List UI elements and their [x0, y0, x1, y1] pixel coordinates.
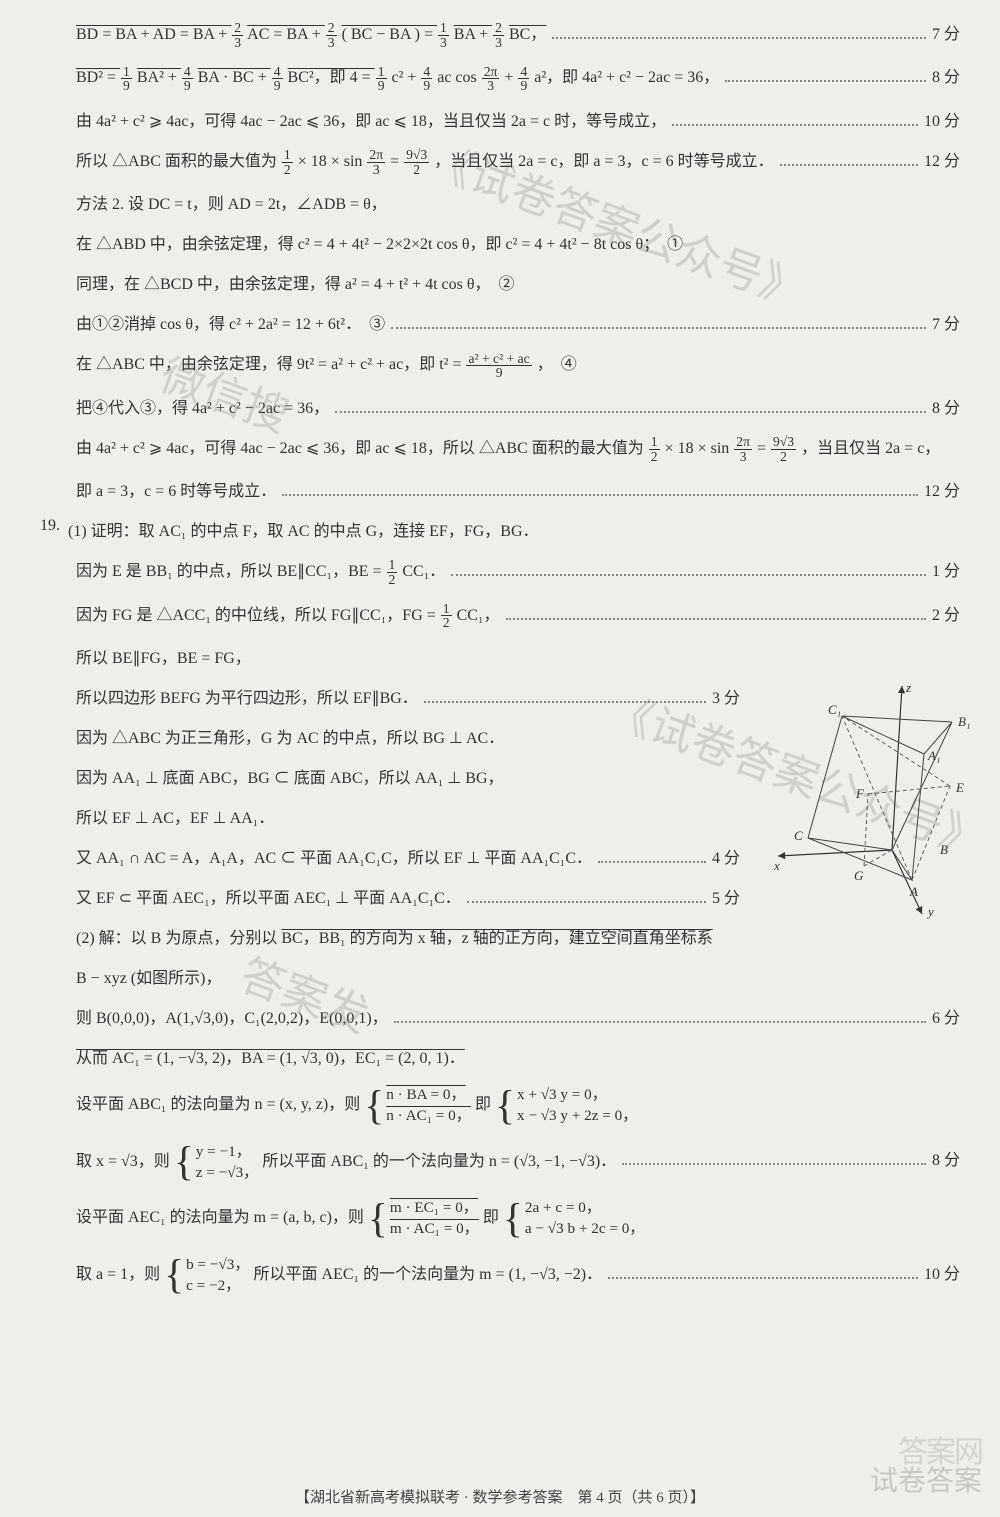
svg-text:A: A: [909, 884, 918, 899]
solution-line: 由 4a² + c² ⩾ 4ac，可得 4ac − 2ac ⩽ 36，即 ac …: [40, 434, 960, 463]
solution-line: 方法 2. 设 DC = t，则 AD = 2t，∠ADB = θ，: [40, 190, 960, 216]
score: 12 分: [924, 477, 960, 501]
score: 8 分: [932, 63, 960, 87]
score: 3 分: [712, 684, 740, 708]
solution-line: 设平面 ABC₁ 的法向量为 n = (x, y, z)，则 {n · BA =…: [40, 1084, 960, 1127]
svg-text:z: z: [905, 680, 911, 695]
score: 8 分: [932, 1146, 960, 1170]
coordinate-diagram: B₁ A₁ C₁ E F B A C G z x y: [772, 680, 972, 920]
score: 5 分: [712, 884, 740, 908]
svg-text:G: G: [854, 868, 864, 883]
score: 4 分: [712, 844, 740, 868]
solution-line: 因为 E 是 BB₁ 的中点，所以 BE∥CC₁，BE = 12 CC₁． 1 …: [40, 557, 960, 586]
score: 10 分: [924, 107, 960, 131]
vec-bd: BD = BA + AD = BA +: [76, 26, 231, 43]
solution-line: BD² = 19 BA² + 49 BA · BC + 49 BC²，即 4 =…: [40, 63, 960, 92]
score: 8 分: [932, 394, 960, 418]
svg-text:B₁: B₁: [958, 714, 970, 729]
solution-line: 把④代入③，得 4a² + c² − 2ac = 36， 8 分: [40, 394, 960, 420]
solution-line: 取 a = 1，则 {b = −√3，c = −2， 所以平面 AEC₁ 的一个…: [40, 1254, 960, 1297]
solution-line: 所以 △ABC 面积的最大值为 12 × 18 × sin 2π3 = 9√32…: [40, 147, 960, 176]
score: 12 分: [924, 147, 960, 171]
score: 7 分: [932, 310, 960, 334]
solution-line: BD = BA + AD = BA + 23 AC = BA + 23 ( BC…: [40, 20, 960, 49]
solution-line: 由 4a² + c² ⩾ 4ac，可得 4ac − 2ac ⩽ 36，即 ac …: [40, 107, 960, 133]
svg-text:B: B: [940, 842, 948, 857]
solution-line: 即 a = 3，c = 6 时等号成立． 12 分: [40, 477, 960, 503]
solution-line: 在 △ABD 中，由余弦定理，得 c² = 4 + 4t² − 2×2×2t c…: [40, 230, 960, 256]
score: 1 分: [932, 557, 960, 581]
solution-line: 则 B(0,0,0)，A(1,√3,0)，C₁(2,0,2)，E(0,0,1)，…: [40, 1004, 960, 1030]
solution-line: B − xyz (如图所示)，: [40, 964, 960, 990]
score: 7 分: [932, 20, 960, 44]
svg-text:C₁: C₁: [828, 702, 841, 717]
solution-line: 从而 AC₁ = (1, −√3, 2)，BA = (1, √3, 0)，EC₁…: [40, 1044, 960, 1070]
solution-line: 设平面 AEC₁ 的法向量为 m = (a, b, c)，则 {m · EC₁ …: [40, 1197, 960, 1240]
page-content: 《试卷答案公众号》 微信搜 《试卷答案公众号》 答案发 BD = BA + AD…: [40, 20, 960, 1296]
question-number: 19.: [40, 517, 68, 535]
solution-line: 19.(1) 证明：取 AC₁ 的中点 F，取 AC 的中点 G，连接 EF，F…: [40, 517, 960, 543]
solution-line: 所以 BE∥FG，BE = FG，: [40, 644, 960, 670]
page-footer: 【湖北省新高考模拟联考 · 数学参考答案 第 4 页（共 6 页）】: [0, 1486, 1000, 1507]
svg-text:x: x: [773, 858, 780, 873]
svg-text:A₁: A₁: [927, 748, 940, 763]
score: 10 分: [924, 1260, 960, 1284]
svg-text:F: F: [855, 786, 865, 801]
solution-line: 由①②消掉 cos θ，得 c² + 2a² = 12 + 6t²． ③ 7 分: [40, 310, 960, 336]
score: 6 分: [932, 1004, 960, 1028]
solution-line: 因为 FG 是 △ACC₁ 的中位线，所以 FG∥CC₁，FG = 12 CC₁…: [40, 601, 960, 630]
solution-line: 同理，在 △BCD 中，由余弦定理，得 a² = 4 + t² + 4t cos…: [40, 270, 960, 296]
solution-line: (2) 解：以 B 为原点，分别以 BC，BB₁ 的方向为 x 轴，z 轴的正方…: [40, 924, 960, 950]
solution-line: 在 △ABC 中，由余弦定理，得 9t² = a² + c² + ac，即 t²…: [40, 350, 960, 379]
svg-text:y: y: [926, 904, 934, 919]
score: 2 分: [932, 601, 960, 625]
solution-line: 取 x = √3，则 {y = −1，z = −√3， 所以平面 ABC₁ 的一…: [40, 1141, 960, 1184]
svg-text:C: C: [794, 828, 803, 843]
svg-text:E: E: [955, 780, 964, 795]
